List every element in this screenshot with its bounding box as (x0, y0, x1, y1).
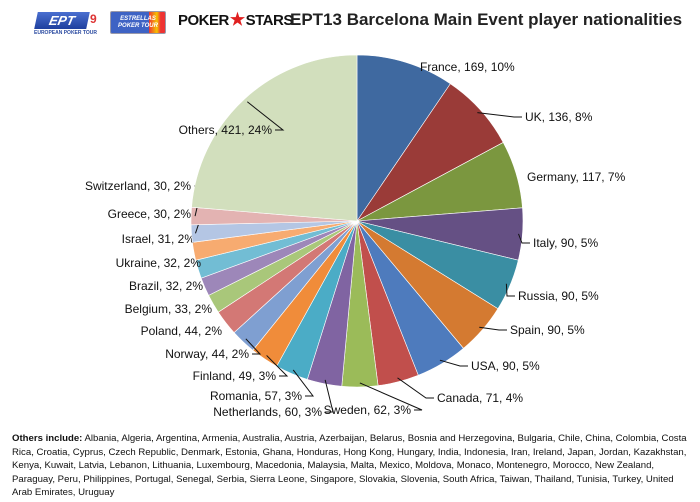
leader-line-others (246, 101, 285, 131)
footnote-heading: Others include: (12, 433, 83, 444)
ept-logo-subtitle: EUROPEAN POKER TOUR (34, 30, 97, 36)
data-label-brazil: Brazil, 32, 2% (129, 279, 203, 293)
data-label-spain: Spain, 90, 5% (510, 323, 585, 337)
data-label-uk: UK, 136, 8% (525, 110, 593, 124)
leader-line-norway (245, 338, 262, 355)
data-label-france: France, 169, 10% (420, 60, 515, 74)
pie-slice-france (356, 54, 451, 222)
data-label-usa: USA, 90, 5% (471, 359, 540, 373)
leader-line-spain (479, 326, 507, 331)
footnote-text: Albania, Algeria, Argentina, Armenia, Au… (12, 433, 687, 499)
leader-line-canada (397, 377, 434, 399)
leader-line-usa (439, 359, 468, 367)
others-footnote: Others include: Albania, Algeria, Argent… (12, 432, 692, 500)
leader-line-sweden (359, 382, 423, 411)
estrellas-logo: ESTRELLAS POKER TOUR (110, 11, 166, 34)
pie-slice-others (191, 54, 358, 222)
data-label-canada: Canada, 71, 4% (437, 391, 523, 405)
data-label-netherlands: Netherlands, 60, 3% (213, 405, 322, 419)
chart-title: EPT13 Barcelona Main Event player nation… (290, 10, 683, 29)
data-label-norway: Norway, 44, 2% (165, 347, 249, 361)
pokerstars-logo: POKER ★ STARS (178, 10, 293, 30)
leader-line-netherlands (324, 379, 334, 413)
data-label-russia: Russia, 90, 5% (518, 289, 599, 303)
pokerstars-logo-right: STARS (245, 11, 294, 29)
data-label-finland: Finland, 49, 3% (193, 369, 277, 383)
pie-chart: France, 169, 10% UK, 136, 8% Germany, 117,… (85, 54, 626, 419)
data-label-switzerland: Switzerland, 30, 2% (85, 179, 191, 193)
data-label-belgium: Belgium, 33, 2% (125, 302, 213, 316)
leader-line-uk (477, 112, 522, 118)
data-label-others: Others, 421, 24% (179, 123, 273, 137)
ept-logo-number: 9 (90, 12, 97, 26)
star-icon: ★ (229, 10, 245, 29)
leader-line-romania (292, 369, 315, 397)
data-label-ukraine: Ukraine, 32, 2% (116, 256, 202, 270)
data-label-romania: Romania, 57, 3% (210, 389, 302, 403)
data-label-greece: Greece, 30, 2% (108, 207, 192, 221)
leader-line-finland (266, 355, 289, 377)
data-label-israel: Israel, 31, 2% (122, 232, 196, 246)
data-label-germany: Germany, 117, 7% (527, 170, 626, 184)
pokerstars-logo-left: POKER (178, 11, 229, 29)
leader-line-italy (518, 233, 530, 244)
data-label-sweden: Sweden, 62, 3% (324, 403, 412, 417)
data-label-poland: Poland, 44, 2% (141, 324, 223, 338)
leader-line-russia (505, 283, 515, 297)
data-label-italy: Italy, 90, 5% (533, 236, 598, 250)
